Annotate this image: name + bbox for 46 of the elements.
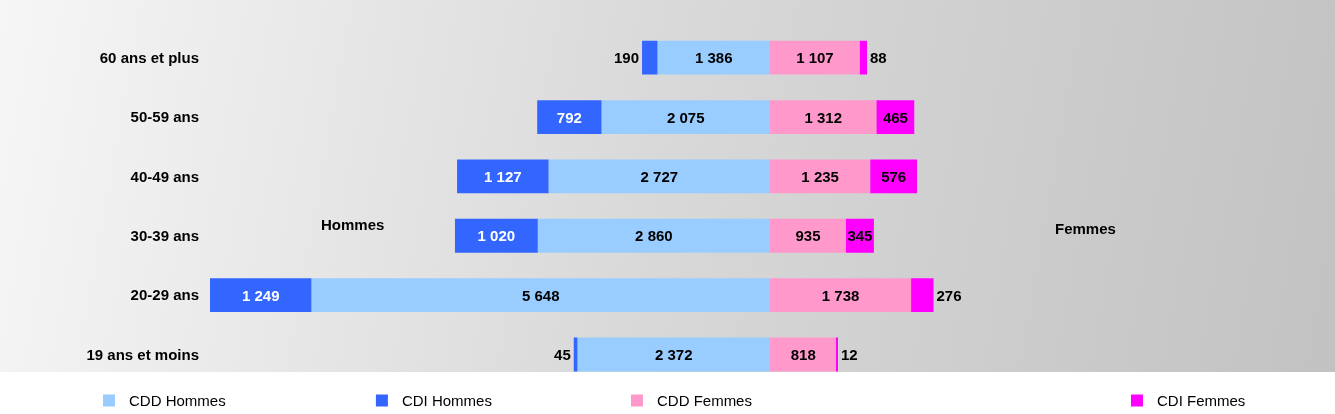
bar bbox=[870, 159, 918, 194]
data-label: 5 648 bbox=[521, 286, 560, 304]
data-label: 1 127 bbox=[484, 167, 522, 185]
data-label: 1 107 bbox=[796, 49, 834, 67]
data-label: 1 235 bbox=[801, 167, 839, 185]
data-label: 1 386 bbox=[694, 49, 733, 67]
data-label: 12 bbox=[841, 346, 858, 364]
bar bbox=[642, 40, 658, 75]
y-tick-label: 60 ans et plus bbox=[99, 48, 199, 66]
data-label: 1 020 bbox=[477, 227, 516, 245]
data-label: 2 860 bbox=[635, 227, 673, 245]
data-label: 2 372 bbox=[654, 346, 693, 364]
bar bbox=[770, 278, 912, 313]
y-tick-label: 20-29 ans bbox=[130, 286, 199, 304]
bar bbox=[457, 159, 549, 194]
data-label: 818 bbox=[790, 346, 816, 364]
data-label: 45 bbox=[554, 346, 571, 364]
data-label: 465 bbox=[882, 108, 908, 126]
data-label: 1 249 bbox=[241, 286, 280, 304]
legend-label: CDD Hommes bbox=[129, 392, 226, 410]
bar bbox=[911, 278, 934, 313]
annotation: Hommes bbox=[321, 216, 385, 233]
data-label: 88 bbox=[870, 49, 887, 67]
bar bbox=[537, 100, 602, 134]
y-tick-label: 50-59 ans bbox=[130, 108, 199, 126]
data-label: 1 738 bbox=[821, 286, 860, 304]
y-tick-label: 30-39 ans bbox=[130, 227, 199, 245]
data-label: 345 bbox=[847, 227, 873, 245]
data-label: 2 075 bbox=[666, 108, 705, 126]
data-label: 1 312 bbox=[804, 108, 843, 126]
y-tick-label: 19 ans et moins bbox=[86, 345, 199, 363]
bar bbox=[770, 218, 846, 253]
data-label: 576 bbox=[881, 167, 907, 185]
y-tick-label: 40-49 ans bbox=[130, 167, 199, 185]
text: Femmes bbox=[1055, 220, 1116, 237]
data-label: 190 bbox=[614, 49, 640, 67]
bar bbox=[210, 278, 312, 313]
legend-label: CDI Hommes bbox=[401, 392, 492, 410]
legend-label: CDD Femmes bbox=[656, 392, 752, 410]
bar bbox=[859, 40, 868, 75]
data-label: 792 bbox=[556, 108, 582, 126]
data-label: 2 727 bbox=[640, 167, 679, 185]
legend-label: CDI Femmes bbox=[1156, 392, 1246, 410]
data-label: 935 bbox=[795, 227, 821, 245]
bar bbox=[454, 218, 538, 253]
data-label: 276 bbox=[936, 286, 962, 304]
